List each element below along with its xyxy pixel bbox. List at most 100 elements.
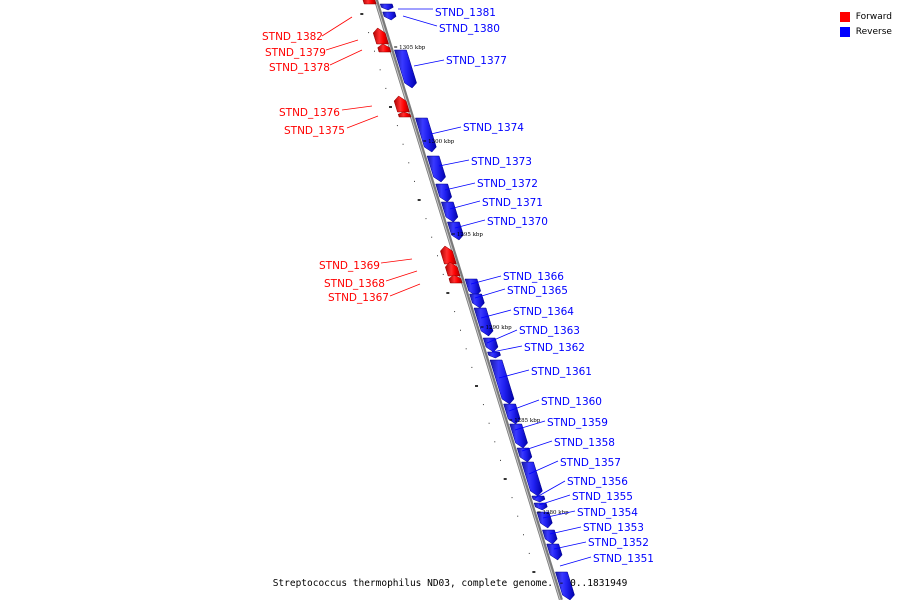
gene-label-stnd-1356: STND_1356	[567, 476, 628, 488]
gene-block-stnd-1367	[448, 274, 463, 284]
gene-block-stnd-1356	[531, 495, 546, 503]
kbp-mark-label-0: 1305 kbp	[399, 45, 426, 51]
leader-line-stnd-1380	[402, 15, 438, 27]
gene-block-stnd-1379	[372, 27, 389, 45]
leader-line-stnd-1351	[559, 556, 592, 567]
gene-label-stnd-1370: STND_1370	[487, 216, 548, 228]
leader-line-stnd-1362	[491, 345, 523, 353]
gene-label-stnd-1353: STND_1353	[583, 522, 644, 534]
kbp-mark-label-4: 1285 kbp	[514, 418, 541, 424]
gene-label-stnd-1351: STND_1351	[593, 553, 654, 565]
gene-block-stnd-1360	[503, 403, 521, 425]
gene-label-stnd-1355: STND_1355	[572, 491, 633, 503]
gene-label-stnd-1359: STND_1359	[547, 417, 608, 429]
leader-line-stnd-1377	[413, 59, 445, 67]
gene-label-stnd-1352: STND_1352	[588, 537, 649, 549]
gene-label-stnd-1362: STND_1362	[524, 342, 585, 354]
leader-line-stnd-1354	[542, 510, 576, 519]
gene-block-stnd-1378	[377, 43, 392, 53]
gene-label-stnd-1367: STND_1367	[328, 292, 389, 304]
genome-caption: Streptococcus thermophilus ND03, complet…	[272, 578, 628, 589]
leader-line-stnd-1372	[444, 182, 476, 191]
leader-line-stnd-1364	[480, 309, 512, 319]
gene-block-stnd-1362	[487, 351, 501, 359]
gene-block-stnd-1358	[516, 447, 533, 463]
gene-label-stnd-1382: STND_1382	[262, 31, 323, 43]
tick-dots	[360, 13, 536, 573]
leader-line-stnd-1361	[498, 369, 530, 379]
leader-line-stnd-1352	[553, 541, 587, 550]
gene-label-stnd-1363: STND_1363	[519, 325, 580, 337]
gene-block-stnd-1374	[415, 117, 437, 153]
leader-line-stnd-1382	[321, 16, 353, 37]
leader-line-stnd-1359	[514, 420, 546, 431]
gene-block-stnd-1364	[473, 307, 494, 337]
leader-line-stnd-1357	[528, 460, 559, 475]
gene-block-stnd-1354	[536, 511, 553, 529]
gene-label-stnd-1378: STND_1378	[269, 62, 330, 74]
gene-block-stnd-1382	[362, 0, 377, 5]
gene-label-stnd-1354: STND_1354	[577, 507, 638, 519]
legend-forward-label: Forward	[855, 11, 892, 22]
gene-label-stnd-1368: STND_1368	[324, 278, 385, 290]
legend-reverse-label: Reverse	[855, 26, 892, 37]
leader-line-stnd-1379	[325, 39, 359, 51]
gene-label-stnd-1376: STND_1376	[279, 107, 340, 119]
gene-block-stnd-1357	[521, 461, 543, 497]
legend-reverse: Reverse	[839, 24, 892, 39]
gene-block-stnd-1359	[509, 423, 528, 449]
gene-block-stnd-1372	[435, 183, 452, 203]
gene-label-stnd-1360: STND_1360	[541, 396, 602, 408]
reverse-swatch	[839, 26, 850, 37]
gene-track	[362, 0, 575, 600]
gene-label-stnd-1379: STND_1379	[265, 47, 326, 59]
gene-labels: STND_1382 STND_1381 STND_1380 STND_1379 STND…	[262, 7, 654, 567]
genome-backbone	[374, 0, 563, 600]
legend-forward: Forward	[839, 9, 892, 24]
legend: Forward Reverse	[839, 9, 892, 39]
gene-block-stnd-1381	[379, 3, 394, 11]
gene-block-stnd-1366	[464, 278, 481, 297]
gene-label-stnd-1364: STND_1364	[513, 306, 574, 318]
leader-line-stnd-1374	[430, 126, 462, 135]
leader-line-stnd-1378	[329, 49, 363, 66]
gene-label-stnd-1369: STND_1369	[319, 260, 380, 272]
gene-label-stnd-1358: STND_1358	[554, 437, 615, 449]
gene-block-stnd-1361	[489, 359, 515, 405]
leader-line-stnd-1353	[549, 526, 582, 535]
gene-label-stnd-1366: STND_1366	[503, 271, 564, 283]
leader-line-stnd-1375	[346, 115, 379, 129]
gene-block-stnd-1351	[555, 571, 575, 600]
gene-label-stnd-1361: STND_1361	[531, 366, 592, 378]
genome-backbone-highlight	[374, 0, 561, 600]
gene-block-stnd-1368	[445, 261, 461, 277]
leader-line-stnd-1373	[438, 159, 470, 167]
gene-block-stnd-1376	[393, 95, 410, 113]
leader-line-stnd-1371	[449, 200, 481, 210]
gene-label-stnd-1381: STND_1381	[435, 7, 496, 19]
gene-label-stnd-1380: STND_1380	[439, 23, 500, 35]
leader-line-stnd-1365	[474, 288, 506, 299]
kbp-scale: 1305 kbp 1300 kbp 1295 kbp 1290 kbp 1285 kbp…	[394, 45, 569, 516]
gene-block-stnd-1377	[394, 49, 417, 89]
leader-line-stnd-1370	[454, 219, 486, 229]
gene-label-stnd-1372: STND_1372	[477, 178, 538, 190]
forward-swatch	[839, 11, 850, 22]
gene-label-stnd-1373: STND_1373	[471, 156, 532, 168]
gene-label-stnd-1371: STND_1371	[482, 197, 543, 209]
gene-label-stnd-1365: STND_1365	[507, 285, 568, 297]
gene-label-stnd-1374: STND_1374	[463, 122, 524, 134]
kbp-mark-label-5: 1280 kbp	[543, 510, 570, 516]
kbp-mark-label-1: 1300 kbp	[428, 139, 455, 145]
leader-line-stnd-1368	[385, 270, 418, 282]
leader-line-stnd-1376	[341, 105, 373, 111]
leader-line-stnd-1358	[521, 440, 553, 452]
gene-label-stnd-1357: STND_1357	[560, 457, 621, 469]
leader-line-stnd-1363	[486, 329, 518, 344]
gene-block-stnd-1363	[482, 337, 499, 353]
leader-line-stnd-1366	[470, 275, 502, 285]
kbp-mark-label-2: 1295 kbp	[457, 232, 484, 238]
gene-block-stnd-1375	[397, 111, 412, 118]
leader-line-stnd-1355	[538, 494, 571, 506]
